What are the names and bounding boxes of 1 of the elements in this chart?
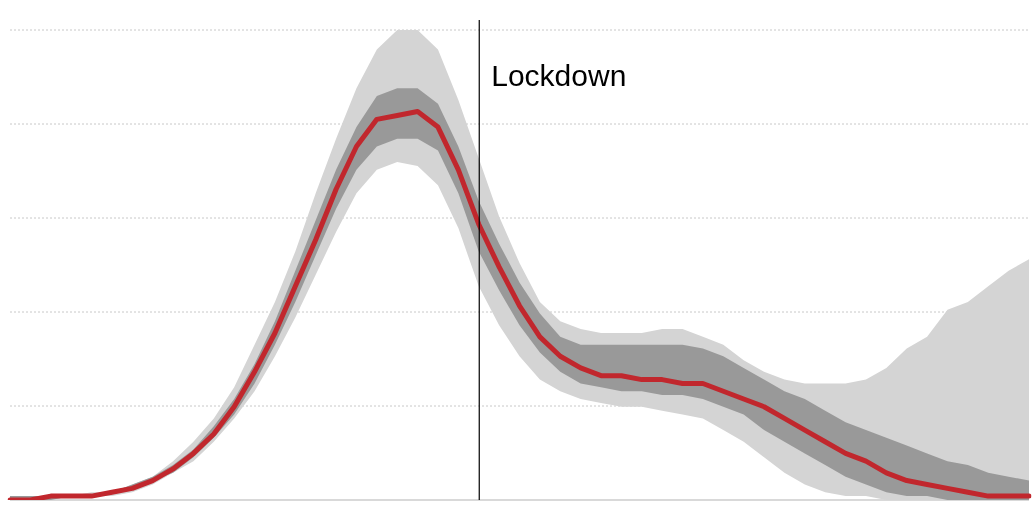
text: Lockdown: [491, 59, 627, 93]
